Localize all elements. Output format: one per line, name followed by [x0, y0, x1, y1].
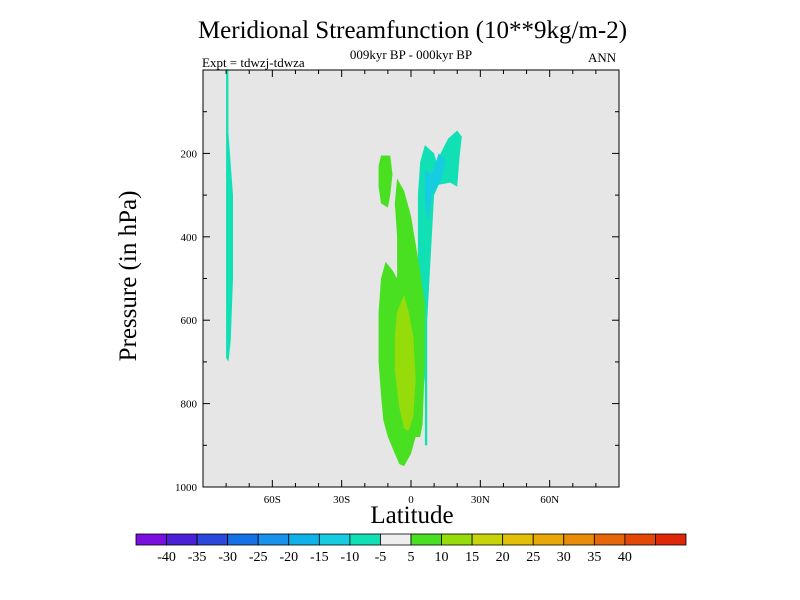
x-tick-label: 60S [264, 494, 281, 506]
colorbar-box [166, 533, 198, 546]
colorbar-box [471, 533, 504, 546]
colorbar-box [441, 533, 473, 546]
chart-subtitle: 009kyr BP - 000kyr BP [349, 47, 473, 62]
colorbar-box [624, 533, 656, 546]
colorbar-label: -10 [341, 550, 360, 565]
colorbar-box [288, 533, 320, 546]
contour-nh-neg-core [424, 153, 446, 221]
x-tick-label: 30N [471, 494, 490, 506]
colorbar-box [349, 533, 381, 546]
colorbar-label: 35 [587, 550, 601, 565]
colorbar-box [196, 533, 229, 546]
colorbar-label: 15 [465, 550, 479, 565]
colorbar-box [502, 533, 534, 546]
x-tick-label: 30S [333, 494, 350, 506]
x-tick-label: 0 [408, 494, 414, 506]
colorbar-label: -30 [218, 550, 237, 565]
y-tick-label: 1000 [175, 482, 198, 494]
y-tick-label: 400 [181, 232, 198, 244]
colorbar-box [410, 533, 442, 546]
colorbar-label: -40 [157, 550, 176, 565]
colorbar-label: 40 [618, 550, 632, 565]
colorbar-box [532, 533, 565, 546]
colorbar-box [135, 533, 167, 546]
x-tick-label: 60N [540, 494, 559, 506]
y-tick-label: 800 [181, 399, 198, 411]
season-label: ANN [588, 50, 617, 65]
x-axis-label: Latitude [370, 502, 454, 529]
colorbar-label: 25 [526, 550, 540, 565]
colorbar-box [655, 533, 687, 546]
colorbar-label: -35 [188, 550, 207, 565]
y-tick-label: 600 [181, 315, 198, 327]
colorbar-box [593, 533, 626, 546]
colorbar-label: -25 [249, 550, 268, 565]
colorbar-label: 20 [496, 550, 510, 565]
colorbar-label: -15 [310, 550, 329, 565]
contour-pos-core [394, 295, 416, 431]
chart-title: Meridional Streamfunction (10**9kg/m-2) [197, 17, 628, 44]
contour-upper-pos-blob [378, 155, 393, 208]
colorbar-label: -20 [279, 550, 298, 565]
contour-sh-neg-filament [226, 70, 233, 362]
colorbar-label: 30 [557, 550, 571, 565]
y-tick-label: 200 [181, 148, 198, 160]
colorbar-box [257, 533, 290, 546]
colorbar-box [227, 533, 259, 546]
colorbar-box [563, 533, 595, 546]
colorbar-label: 10 [435, 550, 449, 565]
colorbar-box [318, 533, 351, 546]
experiment-label: Expt = tdwzj-tdwza [202, 55, 305, 70]
colorbar-label: 5 [408, 550, 415, 565]
colorbar-label: -5 [375, 550, 387, 565]
colorbar-box [380, 533, 412, 546]
